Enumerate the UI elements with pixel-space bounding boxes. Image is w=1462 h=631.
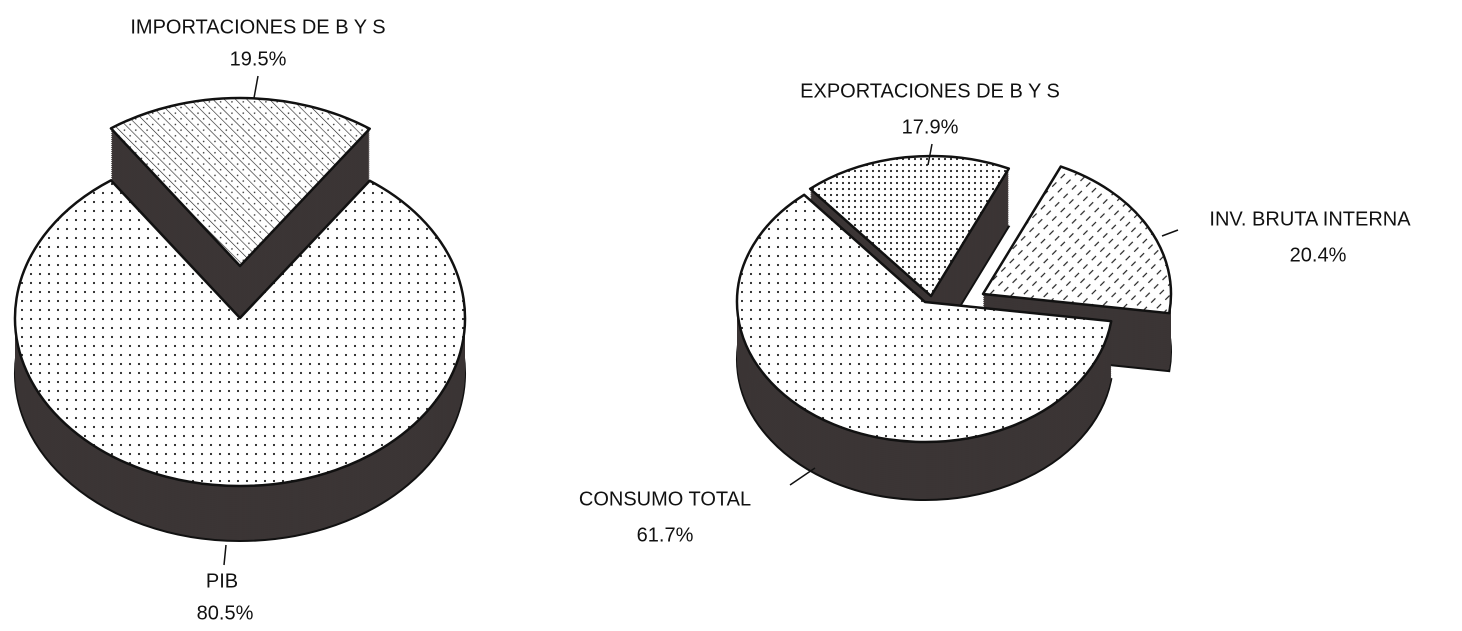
leader-line [1161, 229, 1179, 237]
slice-value: 20.4% [1290, 244, 1347, 266]
leader-line [253, 75, 259, 99]
slice-value: 17.9% [902, 116, 959, 138]
slice-label: CONSUMO TOTAL [579, 488, 751, 510]
slice-label: INV. BRUTA INTERNA [1209, 208, 1411, 230]
slice [735, 193, 1113, 444]
slice [13, 179, 467, 488]
slice [981, 165, 1173, 315]
slice-label: EXPORTACIONES DE B Y S [800, 80, 1060, 102]
leader-lines [223, 75, 1179, 566]
slice [808, 154, 1011, 298]
slice-value: 19.5% [230, 48, 287, 70]
slice-label: IMPORTACIONES DE B Y S [130, 16, 385, 38]
leader-line [789, 467, 816, 486]
slice-label: PIB [206, 570, 238, 592]
leader-line [223, 544, 227, 566]
slice-value: 61.7% [637, 524, 694, 546]
slice-value: 80.5% [197, 602, 254, 624]
leader-line [927, 143, 933, 166]
labels: IMPORTACIONES DE B Y S 19.5% PIB 80.5% E… [130, 16, 1411, 624]
pies [13, 96, 1173, 542]
slice [109, 96, 371, 268]
